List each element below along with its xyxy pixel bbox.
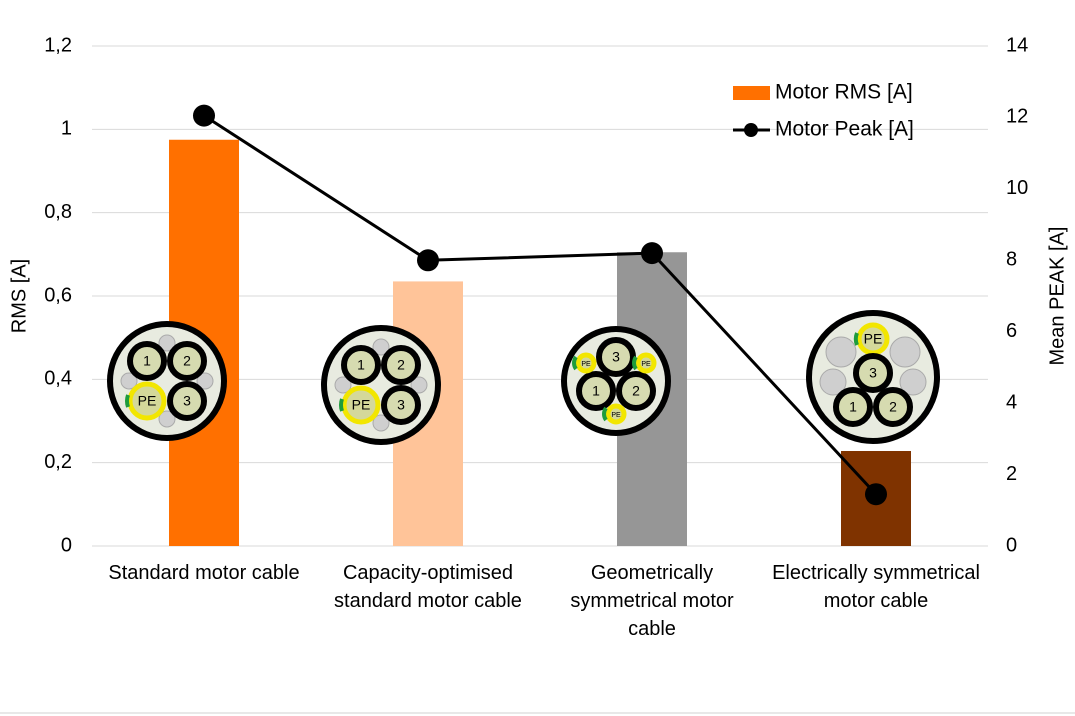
conductor-label: PE [641,361,651,368]
legend-label: Motor RMS [A] [775,81,913,104]
y2-tick-label: 6 [1006,320,1017,342]
y2-tick-label: 14 [1006,34,1028,56]
cable-filler [158,410,176,428]
conductor-label: 3 [612,349,620,365]
conductor-label: 2 [632,383,640,399]
conductor [833,387,873,427]
cable-filler [410,376,428,394]
line-marker [417,249,439,272]
cable-icon: 1 2 PE 3 [321,325,441,445]
pe-stripe [572,355,578,371]
pe-stripe [632,355,638,371]
y2-tick-label: 0 [1006,534,1017,556]
pe-stripe [125,394,130,408]
cable-filler [889,336,921,368]
conductor-label: PE [864,331,883,347]
cable-filler [899,368,927,396]
y2-tick-label: 2 [1006,463,1017,485]
y2-tick-label: 12 [1006,106,1028,128]
x-tick-label: Electrically symmetrical motor cable [772,562,980,612]
conductor [167,341,207,381]
conductor-label: PE [581,361,591,368]
y2-tick-label: 4 [1006,391,1017,413]
y2-tick-label: 10 [1006,177,1028,199]
conductor-label: PE [611,412,621,419]
conductor [167,381,207,421]
y-tick-label: 0,4 [44,368,72,390]
conductor-label: PE [352,397,371,413]
cable-icon: 1 2 PE 3 [107,321,227,441]
conductor-label: 1 [143,353,151,369]
legend-marker [744,123,758,137]
cable-icon: PE 3 1 2 [806,310,940,444]
conductor [381,345,421,385]
cable-filler [120,372,138,390]
y-tick-label: 0,8 [44,201,72,223]
cable-filler [819,368,847,396]
y-tick-label: 1,2 [44,34,72,56]
pe-stripe [853,332,859,346]
conductor-label: 1 [849,399,857,415]
x-tick-label: Standard motor cable [108,562,300,584]
conductor [127,381,167,421]
conductor-label: PE [138,393,157,409]
cable-filler [372,414,390,432]
conductor [635,352,657,374]
conductor [341,385,381,425]
y2-tick-label: 8 [1006,249,1017,271]
conductor-label: 2 [183,353,191,369]
line-marker [865,483,887,506]
conductor [381,385,421,425]
conductor-label: 3 [397,397,405,413]
y-tick-label: 1 [61,118,72,140]
conductor-label: 2 [889,399,897,415]
conductor [853,353,893,393]
y-tick-label: 0 [61,534,72,556]
cable-filler [825,336,857,368]
y-tick-label: 0,2 [44,451,72,473]
conductor [575,352,597,374]
conductor [127,341,167,381]
cable-filler [372,338,390,356]
y2-axis-title: Mean PEAK [A] [1046,227,1068,366]
line-marker [641,242,663,265]
y-axis-title: RMS [A] [8,259,30,333]
conductor [341,345,381,385]
line [203,114,878,496]
cable-filler [334,376,352,394]
conductor-label: 3 [869,365,877,381]
conductor-label: 2 [397,357,405,373]
x-tick-label: Geometrically symmetrical motor cable [570,562,734,640]
pe-stripe [602,406,608,422]
line-marker [193,104,215,127]
conductor [616,371,656,411]
y-tick-label: 0,6 [44,284,72,306]
conductor-label: 3 [183,393,191,409]
conductor-label: 1 [592,383,600,399]
cable-icon: 3 1 2 PE PE PE [561,326,671,436]
conductor [576,371,616,411]
conductor [605,403,627,425]
cable-filler [158,334,176,352]
legend-swatch [733,86,770,100]
conductor [596,337,636,377]
cable-filler [196,372,214,390]
pe-stripe [339,398,344,412]
conductor [873,387,913,427]
legend-label: Motor Peak [A] [775,118,914,141]
x-tick-label: Capacity-optimised standard motor cable [334,562,522,612]
conductor-label: 1 [357,357,365,373]
